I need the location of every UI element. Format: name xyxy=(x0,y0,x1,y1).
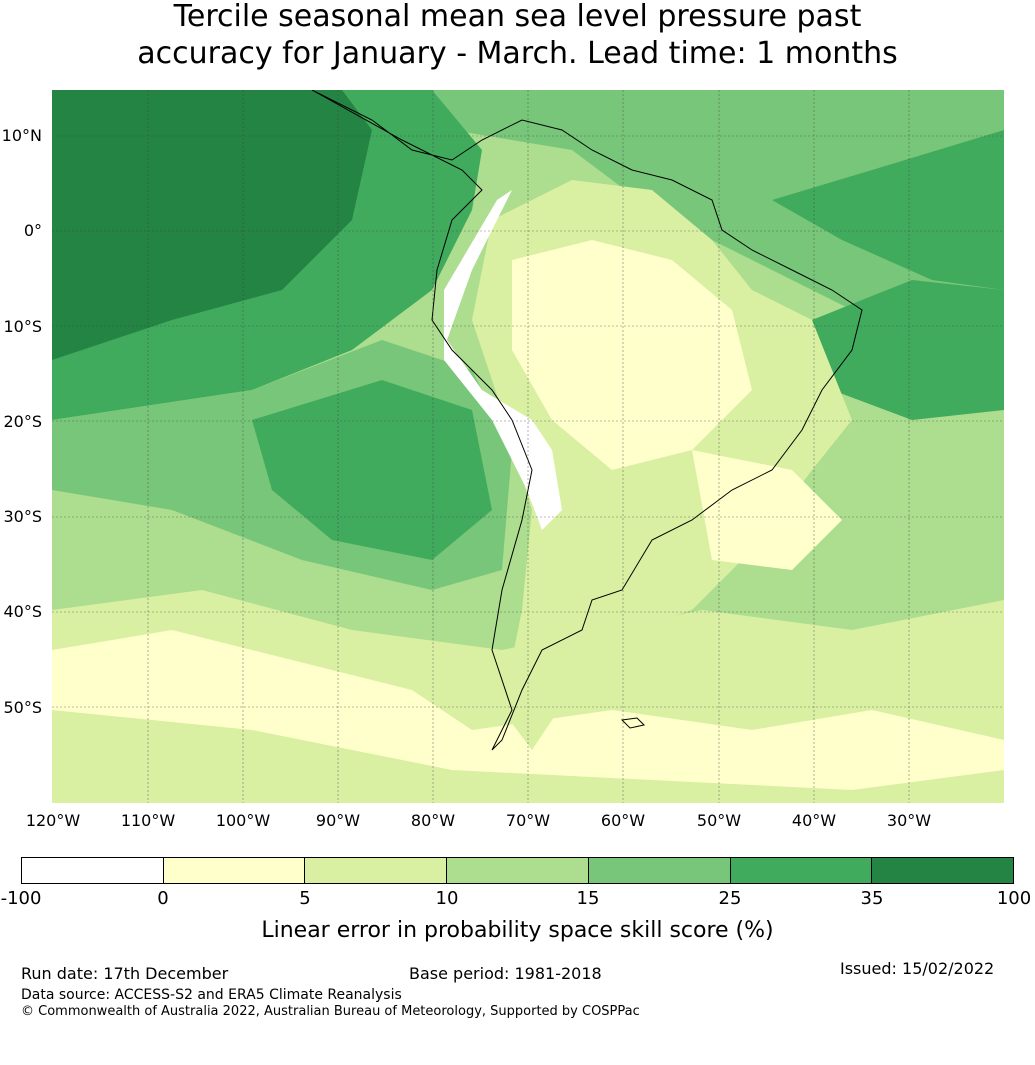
lon-label-70w: 70°W xyxy=(505,811,551,830)
copyright-notice: © Commonwealth of Australia 2022, Austra… xyxy=(21,1004,640,1019)
colorbar-label: Linear error in probability space skill … xyxy=(261,918,774,943)
field-southeast-0-5 xyxy=(692,450,842,570)
lon-label-60w: 60°W xyxy=(600,811,646,830)
lat-label-10n: 10°N xyxy=(1,126,42,145)
lat-label-50s: 50°S xyxy=(3,698,42,717)
colorbar-segment xyxy=(447,858,589,883)
title-line-1: Tercile seasonal mean sea level pressure… xyxy=(173,0,862,34)
field-pacific-core-25-35 xyxy=(252,380,492,560)
lat-label-30s: 30°S xyxy=(3,507,42,526)
lon-label-80w: 80°W xyxy=(410,811,456,830)
colorbar-tick: 0 xyxy=(157,888,169,909)
lon-label-30w: 30°W xyxy=(886,811,932,830)
run-date: Run date: 17th December xyxy=(21,964,229,983)
field-south-edge-5-10 xyxy=(52,710,1004,803)
coastline xyxy=(311,90,863,751)
colorbar-segment xyxy=(730,858,873,883)
field-atlantic-north-25-35 xyxy=(772,130,1004,290)
skill-map xyxy=(52,90,1004,803)
graticule xyxy=(52,90,1004,803)
field-amazon-0-5 xyxy=(512,240,752,470)
map-title: Tercile seasonal mean sea level pressure… xyxy=(0,0,1035,72)
colorbar-tick: 25 xyxy=(718,888,742,909)
lat-label-40s: 40°S xyxy=(3,602,42,621)
field-atlantic-east-25-35 xyxy=(812,280,1004,420)
lon-label-90w: 90°W xyxy=(315,811,361,830)
colorbar-tick: 10 xyxy=(435,888,459,909)
colorbar-tick: 5 xyxy=(299,888,311,909)
falkland-islands xyxy=(620,717,646,729)
colorbar-segment xyxy=(588,858,731,883)
colorbar-tick: 35 xyxy=(860,888,884,909)
colorbar-segment xyxy=(305,858,448,883)
lon-label-100w: 100°W xyxy=(215,811,271,830)
lat-label-0: 0° xyxy=(23,221,42,240)
lat-label-10s: 10°S xyxy=(3,317,42,336)
title-line-2: accuracy for January - March. Lead time:… xyxy=(137,36,898,71)
colorbar-tick: -100 xyxy=(0,888,42,909)
field-andes-negative xyxy=(444,190,562,530)
colorbar-segment xyxy=(872,858,1014,883)
lon-label-40w: 40°W xyxy=(791,811,837,830)
colorbar-tick: 100 xyxy=(996,888,1032,909)
issued-date: Issued: 15/02/2022 xyxy=(840,959,995,978)
data-source: Data source: ACCESS-S2 and ERA5 Climate … xyxy=(21,987,402,1003)
colorbar-tick: 15 xyxy=(576,888,600,909)
colorbar xyxy=(21,857,1014,884)
base-period: Base period: 1981-2018 xyxy=(409,964,602,983)
field-north-15-25 xyxy=(52,90,1004,320)
colorbar-segment xyxy=(163,858,306,883)
lon-label-110w: 110°W xyxy=(120,811,176,830)
skill-map-canvas xyxy=(52,90,1004,803)
colorbar-segment xyxy=(22,858,164,883)
lat-label-20s: 20°S xyxy=(3,412,42,431)
lon-label-120w: 120°W xyxy=(25,811,81,830)
lon-label-50w: 50°W xyxy=(696,811,742,830)
field-pacific-35-100 xyxy=(52,90,372,360)
